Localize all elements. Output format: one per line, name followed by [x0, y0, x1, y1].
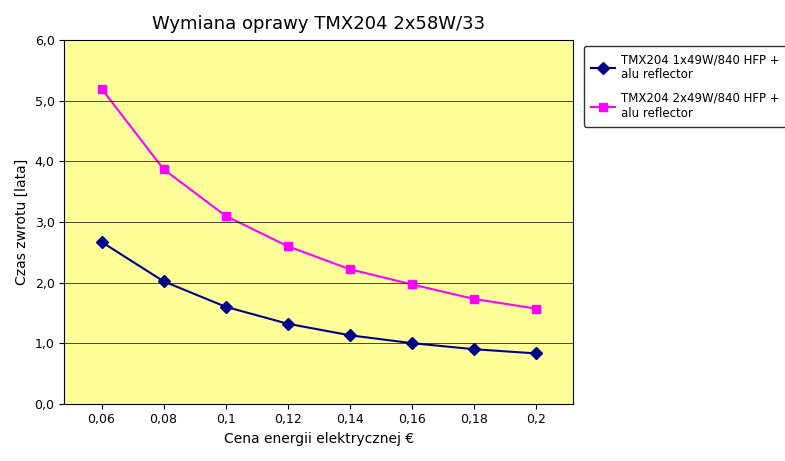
TMX204 1x49W/840 HFP +
alu reflector: [159, 278, 168, 284]
TMX204 2x49W/840 HFP +
alu reflector: [221, 213, 230, 219]
TMX204 2x49W/840 HFP +
alu reflector: [283, 243, 292, 249]
Y-axis label: Czas zwrotu [lata]: Czas zwrotu [lata]: [15, 159, 29, 285]
TMX204 1x49W/840 HFP +
alu reflector: [97, 239, 106, 245]
TMX204 1x49W/840 HFP +
alu reflector: [221, 304, 230, 309]
Line: TMX204 1x49W/840 HFP +
alu reflector: TMX204 1x49W/840 HFP + alu reflector: [97, 238, 540, 358]
TMX204 1x49W/840 HFP +
alu reflector: [469, 346, 479, 352]
TMX204 2x49W/840 HFP +
alu reflector: [469, 296, 479, 301]
Legend: TMX204 1x49W/840 HFP +
alu reflector, TMX204 2x49W/840 HFP +
alu reflector: TMX204 1x49W/840 HFP + alu reflector, TM…: [584, 46, 785, 127]
TMX204 1x49W/840 HFP +
alu reflector: [345, 332, 354, 338]
TMX204 2x49W/840 HFP +
alu reflector: [407, 282, 416, 287]
TMX204 2x49W/840 HFP +
alu reflector: [345, 266, 354, 272]
Title: Wymiana oprawy TMX204 2x58W/33: Wymiana oprawy TMX204 2x58W/33: [152, 15, 485, 33]
TMX204 2x49W/840 HFP +
alu reflector: [531, 306, 541, 311]
TMX204 2x49W/840 HFP +
alu reflector: [97, 86, 106, 91]
X-axis label: Cena energii elektrycznej €: Cena energii elektrycznej €: [224, 432, 414, 446]
TMX204 1x49W/840 HFP +
alu reflector: [283, 321, 292, 326]
Line: TMX204 2x49W/840 HFP +
alu reflector: TMX204 2x49W/840 HFP + alu reflector: [97, 84, 540, 313]
TMX204 1x49W/840 HFP +
alu reflector: [531, 351, 541, 356]
TMX204 1x49W/840 HFP +
alu reflector: [407, 340, 416, 346]
TMX204 2x49W/840 HFP +
alu reflector: [159, 166, 168, 172]
